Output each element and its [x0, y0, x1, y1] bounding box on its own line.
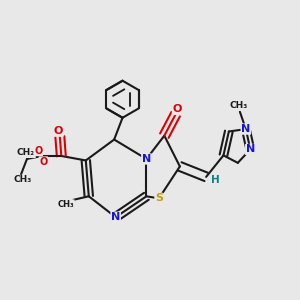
Text: H: H	[211, 176, 220, 185]
Text: N: N	[111, 212, 120, 222]
Text: O: O	[34, 146, 42, 156]
Text: O: O	[54, 126, 63, 136]
Text: N: N	[246, 144, 255, 154]
Text: S: S	[155, 194, 163, 203]
Text: O: O	[39, 157, 47, 167]
Text: CH₂: CH₂	[17, 148, 35, 158]
Text: CH₃: CH₃	[229, 101, 248, 110]
Text: N: N	[142, 154, 151, 164]
Text: CH₃: CH₃	[14, 176, 32, 184]
Text: N: N	[241, 124, 250, 134]
Text: O: O	[172, 104, 182, 114]
Text: CH₃: CH₃	[58, 200, 74, 209]
